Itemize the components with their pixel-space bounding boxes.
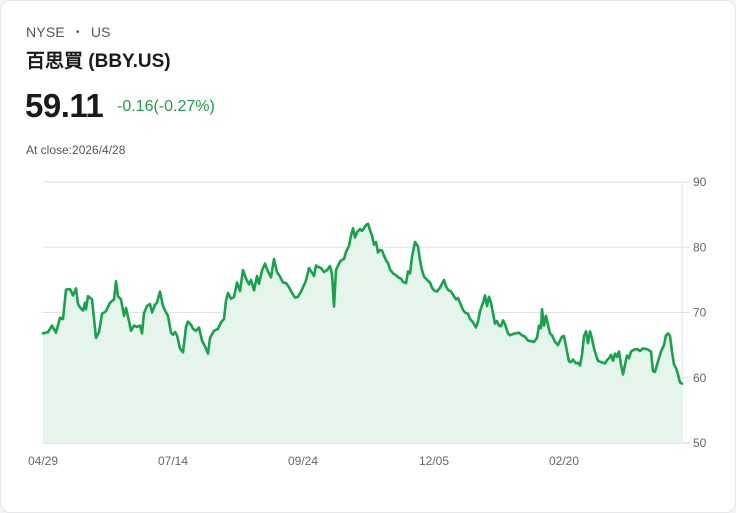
current-price: 59.11 [25,87,104,124]
stock-title: 百思買 (BBY.US) [26,51,171,72]
separator-dot: • [76,27,80,38]
x-tick-label: 07/14 [158,454,188,468]
x-tick-label: 12/05 [419,454,449,468]
price-line [41,222,684,385]
price-area-fill [43,223,682,443]
y-tick-label: 60 [693,371,707,385]
y-tick-label: 90 [693,175,707,189]
y-axis-labels: 50 60 70 80 90 [693,175,707,450]
exchange-name: NYSE [26,24,65,40]
x-tick-label: 02/20 [549,454,579,468]
x-tick-label: 04/29 [28,454,58,468]
y-tick-label: 50 [693,436,707,450]
y-tick-label: 70 [693,306,707,320]
y-tick-label: 80 [693,240,707,254]
close-date: At close:2026/4/28 [26,143,126,157]
price-change: -0.16(-0.27%) [117,98,215,115]
x-tick-label: 09/24 [288,454,318,468]
exchange-label: NYSE • US [26,24,111,40]
x-axis-labels: 04/29 07/14 09/24 12/05 02/20 [28,454,579,468]
region-name: US [90,24,111,40]
